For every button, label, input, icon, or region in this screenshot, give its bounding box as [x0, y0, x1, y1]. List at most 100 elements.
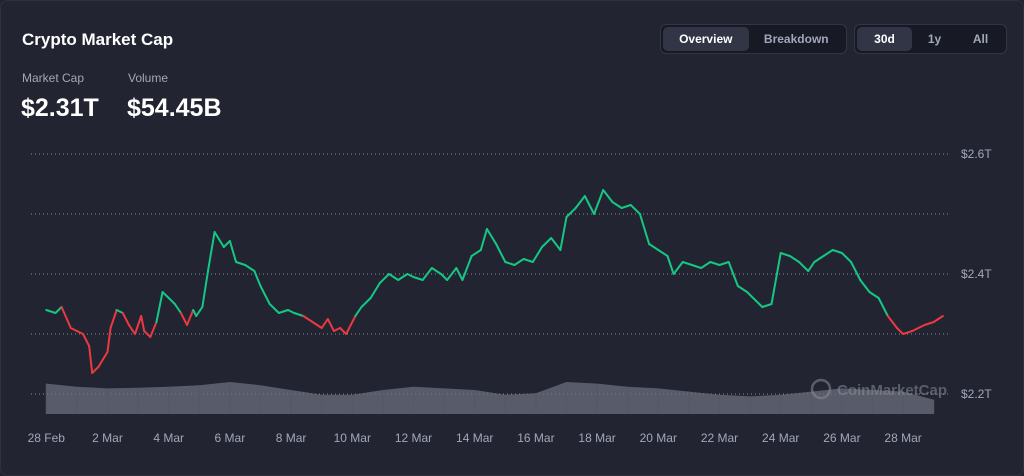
price-line-segment — [495, 243, 507, 263]
price-line-segment — [388, 273, 400, 281]
price-line-segment — [134, 315, 143, 335]
x-tick-label: 6 Mar — [215, 431, 246, 445]
y-tick-label: $2.4T — [961, 267, 992, 281]
price-line-segment — [666, 255, 675, 275]
x-tick-label: 28 Feb — [28, 431, 66, 445]
price-line-segment — [97, 351, 109, 368]
price-line-segment — [406, 273, 415, 278]
price-line-segment — [127, 324, 137, 335]
price-line-segment — [485, 228, 498, 245]
price-line-segment — [470, 249, 482, 257]
price-line-segment — [213, 231, 225, 248]
price-line-segment — [82, 333, 91, 347]
price-line-segment — [430, 267, 443, 275]
price-line-segment — [620, 204, 632, 209]
watermark-text: CoinMarketCap — [837, 382, 947, 399]
price-line-segment — [727, 261, 739, 287]
range-30d[interactable]: 30d — [857, 27, 912, 51]
price-line-segment — [244, 264, 256, 272]
price-line-segment — [106, 327, 112, 353]
price-line-segment — [690, 264, 703, 269]
coinmarketcap-logo-icon — [810, 378, 832, 400]
price-line-segment — [672, 261, 684, 275]
price-line-segment — [268, 303, 280, 314]
tab-overview[interactable]: Overview — [663, 27, 749, 51]
x-tick-label: 16 Mar — [517, 431, 554, 445]
x-tick-label: 18 Mar — [578, 431, 615, 445]
price-line-segment — [461, 255, 473, 281]
price-line-segment — [911, 327, 920, 332]
price-line-segment — [681, 261, 693, 266]
price-line-segment — [287, 309, 296, 314]
x-tick-label: 2 Mar — [92, 431, 123, 445]
price-line-segment — [195, 306, 204, 317]
price-line-segment — [611, 201, 623, 209]
price-line-segment — [629, 204, 641, 215]
price-line-segment — [121, 312, 130, 326]
x-tick-label: 24 Mar — [762, 431, 799, 445]
price-line-segment — [173, 303, 182, 314]
price-line-segment — [421, 267, 433, 281]
price-line-segment — [850, 261, 862, 281]
price-line-segment — [186, 309, 195, 326]
volume-area — [46, 382, 934, 414]
price-line-segment — [736, 285, 749, 293]
price-line-segment — [583, 195, 596, 215]
price-line-segment — [259, 285, 271, 305]
price-line-segment — [770, 252, 782, 305]
price-line-segment — [868, 291, 880, 299]
price-line-segment — [859, 279, 871, 293]
price-line-segment — [761, 303, 773, 308]
price-line-segment — [813, 255, 825, 263]
price-line-segment — [326, 318, 335, 332]
y-tick-label: $2.2T — [961, 387, 992, 401]
price-line-segment — [332, 327, 342, 332]
price-line-segment — [779, 252, 791, 257]
price-line-segment — [822, 249, 834, 257]
price-line-segment — [140, 315, 146, 332]
price-line-segment — [302, 315, 314, 323]
price-line-segment — [541, 237, 553, 248]
x-tick-label: 22 Mar — [701, 431, 738, 445]
price-line-segment — [155, 291, 164, 323]
price-line-segment — [369, 282, 381, 299]
price-line-segment — [602, 189, 614, 203]
price-line-segment — [354, 306, 363, 317]
price-line-segment — [115, 309, 124, 314]
range-all[interactable]: All — [972, 32, 989, 46]
price-line-segment — [397, 273, 409, 281]
price-line-segment — [167, 297, 176, 305]
price-line-segment — [412, 276, 424, 281]
price-line-segment — [378, 273, 391, 284]
price-line-segment — [91, 366, 100, 374]
view-toggle: Overview Breakdown — [660, 24, 847, 54]
price-line-segment — [798, 261, 810, 272]
price-line-segment — [923, 321, 935, 326]
range-1y[interactable]: 1y — [927, 32, 942, 46]
price-line-segment — [446, 267, 458, 281]
price-line-segment — [479, 228, 488, 251]
x-tick-label: 12 Mar — [395, 431, 432, 445]
tab-breakdown[interactable]: Breakdown — [763, 32, 829, 46]
market-cap-label: Market Cap — [22, 71, 85, 85]
price-line-segment — [143, 330, 152, 338]
price-line-segment — [807, 261, 816, 272]
x-tick-label: 10 Mar — [334, 431, 371, 445]
price-line-segment — [565, 207, 577, 218]
price-line-segment — [60, 306, 72, 329]
price-line-segment — [228, 240, 238, 263]
price-line-segment — [840, 252, 853, 263]
x-tick-label: 14 Mar — [456, 431, 493, 445]
price-line-segment — [360, 297, 372, 308]
volume-value: $54.45B — [127, 94, 222, 122]
price-line-segment — [504, 261, 516, 266]
price-line-segment — [932, 315, 944, 323]
price-line-segment — [253, 270, 262, 287]
price-line-segment — [222, 240, 231, 248]
price-line-segment — [917, 324, 926, 329]
price-line-segment — [320, 318, 329, 329]
price-line-segment — [831, 249, 843, 254]
price-line-segment — [277, 309, 290, 314]
